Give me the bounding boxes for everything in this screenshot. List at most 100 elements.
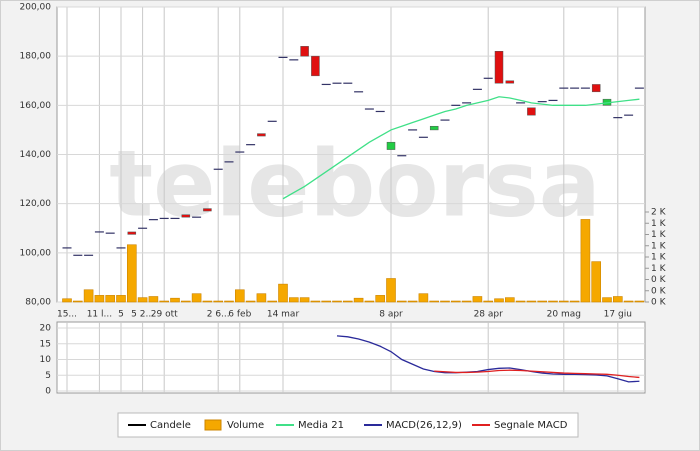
volume-bar — [483, 300, 494, 303]
y-tick-label: 0 — [45, 387, 51, 397]
y2-tick-label: 1 K — [651, 264, 667, 274]
volume-bar — [137, 297, 148, 303]
candle — [181, 214, 191, 218]
y2-tick-label: 1 K — [651, 219, 667, 229]
volume-bar — [429, 300, 440, 303]
y-tick-label: 100,00 — [20, 248, 52, 258]
y-tick-label: 120,00 — [20, 199, 52, 209]
volume-bar — [191, 293, 202, 303]
volume-bar — [299, 297, 310, 303]
volume-bar — [515, 300, 526, 303]
candle — [203, 208, 212, 212]
x-tick-label: 11 l... — [87, 310, 112, 320]
x-tick-label: 28 apr — [474, 310, 504, 320]
volume-bar — [245, 300, 256, 303]
volume-bar — [83, 289, 94, 303]
volume-bar — [612, 296, 623, 303]
volume-bar — [94, 295, 105, 303]
volume-bar — [267, 300, 278, 303]
y2-tick-label: 1 K — [651, 241, 667, 251]
watermark: teleborsa — [109, 130, 601, 237]
y-tick-label: 15 — [40, 339, 51, 349]
y2-tick-label: 0 K — [651, 298, 667, 308]
x-tick-label: 6 feb — [228, 310, 251, 320]
volume-bar — [526, 300, 537, 303]
volume-bar — [224, 300, 234, 303]
y2-tick-label: 0 K — [651, 286, 667, 296]
volume-bar — [623, 300, 634, 303]
y-tick-label: 5 — [45, 371, 51, 381]
volume-bar — [440, 300, 450, 303]
candle — [429, 125, 439, 131]
x-tick-label: 8 apr — [379, 310, 403, 320]
legend-label: Segnale MACD — [494, 420, 568, 431]
volume-bar — [418, 293, 429, 303]
x-tick-label: 2 6... — [207, 310, 230, 320]
volume-bar — [504, 297, 515, 303]
y-tick-label: 160,00 — [20, 101, 52, 111]
candle — [257, 133, 266, 137]
volume-bar — [213, 300, 223, 303]
volume-bar — [364, 300, 375, 303]
x-tick-label: 29 ott — [151, 310, 178, 320]
volume-bar — [116, 295, 126, 303]
legend-label: Media 21 — [298, 420, 344, 431]
volume-bar — [256, 293, 267, 303]
volume-bar — [170, 297, 180, 303]
legend-swatch — [204, 419, 222, 431]
volume-bar — [353, 297, 364, 303]
y-tick-label: 140,00 — [20, 150, 52, 160]
volume-bar — [62, 298, 72, 303]
indicator-line — [336, 335, 640, 383]
candle — [300, 46, 309, 57]
volume-bar — [332, 300, 342, 303]
macd-plot — [56, 321, 646, 394]
y-tick-label: 180,00 — [20, 52, 52, 62]
legend — [117, 412, 579, 438]
candle — [386, 141, 396, 150]
candle — [591, 84, 601, 93]
candle — [311, 55, 320, 77]
volume-bar — [127, 244, 137, 303]
x-tick-label: 15... — [57, 310, 77, 320]
volume-bar — [148, 296, 159, 303]
y2-tick-label: 1 K — [651, 230, 667, 240]
y2-tick-label: 2 K — [651, 208, 667, 218]
volume-bar — [202, 300, 213, 303]
volume-bar — [580, 219, 591, 303]
volume-bar — [105, 295, 115, 303]
volume-bar — [558, 300, 569, 303]
x-tick-label: 5 2... — [131, 310, 154, 320]
y2-tick-label: 0 K — [651, 275, 667, 285]
volume-bar — [634, 300, 645, 303]
volume-bar — [569, 300, 580, 303]
legend-label: Candele — [150, 420, 191, 431]
volume-bar — [310, 300, 321, 303]
volume-bar — [73, 300, 83, 303]
x-tick-label: 20 mag — [547, 310, 581, 320]
legend-label: MACD(26,12,9) — [386, 420, 462, 431]
volume-bar — [375, 295, 386, 303]
candle — [505, 80, 515, 84]
volume-bar — [386, 278, 396, 303]
y-tick-label: 80,00 — [25, 298, 51, 308]
y-tick-label: 10 — [40, 355, 52, 365]
volume-bar — [321, 300, 332, 303]
y-tick-label: 200,00 — [20, 3, 52, 13]
volume-bar — [548, 300, 558, 303]
volume-bar — [342, 300, 353, 303]
volume-bar — [396, 300, 407, 303]
volume-bar — [472, 296, 483, 303]
y-tick-label: 20 — [40, 324, 52, 334]
volume-bar — [181, 300, 191, 303]
volume-bar — [278, 283, 288, 303]
volume-bar — [494, 298, 504, 303]
volume-bar — [537, 300, 548, 303]
candle — [494, 51, 504, 84]
volume-bar — [407, 300, 418, 303]
volume-bar — [288, 297, 299, 303]
x-tick-label: 17 giu — [604, 310, 632, 320]
volume-bar — [602, 297, 612, 303]
volume-bar — [591, 261, 602, 303]
